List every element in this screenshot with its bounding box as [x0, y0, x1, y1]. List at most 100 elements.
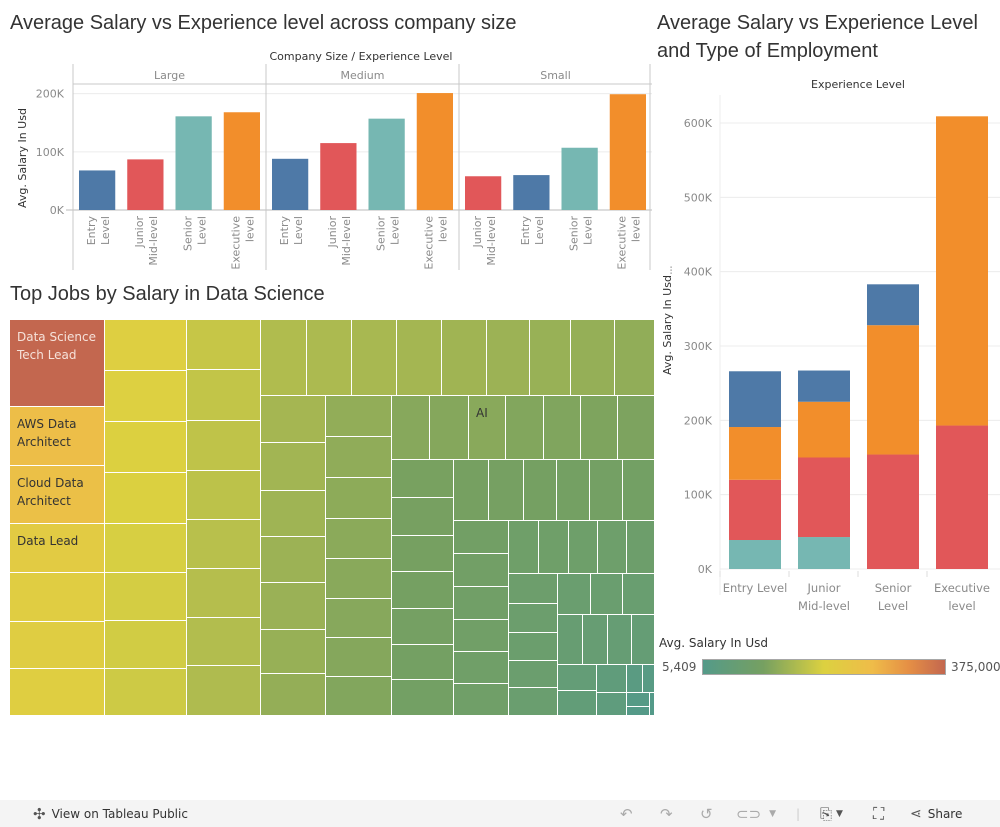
treemap-cell[interactable]: [454, 460, 489, 521]
treemap-cell[interactable]: Cloud Data Architect: [10, 466, 105, 524]
treemap-cell[interactable]: [187, 666, 261, 716]
treemap-cell[interactable]: [392, 572, 454, 609]
treemap-cell[interactable]: [569, 521, 598, 574]
treemap-cell[interactable]: [392, 680, 454, 716]
treemap-cell[interactable]: [581, 396, 618, 460]
revert-button[interactable]: ↺: [700, 800, 713, 827]
treemap-cell[interactable]: [509, 633, 558, 661]
download-button[interactable]: ⎘ ▼: [820, 800, 843, 827]
treemap-cell[interactable]: [627, 707, 650, 716]
treemap-cell[interactable]: [105, 573, 187, 621]
treemap-cell[interactable]: AI: [469, 396, 506, 460]
treemap-cell[interactable]: [326, 396, 392, 437]
treemap-cell[interactable]: [261, 630, 326, 674]
treemap-cell[interactable]: [623, 574, 655, 615]
treemap-cell[interactable]: [105, 473, 187, 524]
treemap-cell[interactable]: [583, 615, 608, 665]
treemap-cell[interactable]: [618, 396, 655, 460]
treemap-cell[interactable]: [105, 669, 187, 716]
refresh-button[interactable]: ⊂⊃ ▼: [736, 800, 776, 827]
treemap-cell[interactable]: [187, 618, 261, 666]
treemap-cell[interactable]: [187, 320, 261, 370]
treemap-cell[interactable]: [187, 370, 261, 421]
treemap-cell[interactable]: [105, 621, 187, 669]
treemap-cell[interactable]: [590, 460, 623, 521]
treemap-cell[interactable]: [623, 460, 655, 521]
treemap-cell[interactable]: [509, 521, 539, 574]
treemap-cell[interactable]: [326, 559, 392, 599]
treemap-cell[interactable]: [487, 320, 530, 396]
treemap-cell[interactable]: [608, 615, 632, 665]
treemap-cell[interactable]: [442, 320, 487, 396]
treemap-cell[interactable]: [598, 521, 627, 574]
treemap-cell[interactable]: [530, 320, 571, 396]
treemap-cell[interactable]: [597, 665, 627, 693]
share-button[interactable]: ⋖ Share: [910, 800, 962, 827]
treemap-cell[interactable]: [627, 521, 655, 574]
treemap-cell[interactable]: [392, 536, 454, 572]
treemap-cell[interactable]: [10, 573, 105, 622]
redo-button[interactable]: ↷: [660, 800, 673, 827]
treemap-cell[interactable]: [392, 498, 454, 536]
treemap-cell[interactable]: [105, 524, 187, 573]
treemap-cell[interactable]: [544, 396, 581, 460]
treemap-cell[interactable]: [261, 443, 326, 491]
treemap-cell[interactable]: [454, 684, 509, 716]
treemap-cell[interactable]: [509, 688, 558, 716]
treemap-cell[interactable]: [187, 520, 261, 569]
treemap-cell[interactable]: [392, 396, 430, 460]
treemap-cell[interactable]: [454, 652, 509, 684]
undo-button[interactable]: ↶: [620, 800, 633, 827]
treemap-cell[interactable]: [261, 674, 326, 716]
treemap-cell[interactable]: [454, 554, 509, 587]
treemap-cell[interactable]: [489, 460, 524, 521]
treemap-cell[interactable]: AWS Data Architect: [10, 407, 105, 466]
treemap-cell[interactable]: [454, 587, 509, 620]
treemap-cell[interactable]: [430, 396, 469, 460]
treemap-cell[interactable]: [558, 665, 597, 691]
treemap-cell[interactable]: [615, 320, 655, 396]
fullscreen-button[interactable]: ⛶: [873, 800, 884, 827]
treemap-cell[interactable]: [524, 460, 557, 521]
treemap-cell[interactable]: [105, 320, 187, 371]
treemap-cell[interactable]: [392, 460, 454, 498]
treemap-cell[interactable]: [571, 320, 615, 396]
treemap-cell[interactable]: [261, 537, 326, 583]
treemap-cell[interactable]: [558, 691, 597, 716]
treemap-cell[interactable]: [539, 521, 569, 574]
treemap-cell[interactable]: [326, 478, 392, 519]
treemap-cell[interactable]: [187, 421, 261, 471]
treemap-cell[interactable]: [632, 615, 655, 665]
view-on-tableau-link[interactable]: ✣ View on Tableau Public: [33, 800, 188, 827]
treemap-cell[interactable]: [392, 609, 454, 645]
treemap-cell[interactable]: [261, 320, 307, 396]
treemap-cell[interactable]: Data Lead: [10, 524, 105, 573]
treemap-cell[interactable]: [558, 615, 583, 665]
treemap-cell[interactable]: [627, 693, 650, 707]
treemap-cell[interactable]: [187, 471, 261, 520]
treemap-cell[interactable]: [597, 693, 627, 716]
treemap-cell[interactable]: [326, 638, 392, 677]
treemap-cell[interactable]: [650, 693, 655, 716]
treemap-cell[interactable]: [261, 396, 326, 443]
treemap-cell[interactable]: [10, 669, 105, 716]
treemap-cell[interactable]: [326, 519, 392, 559]
treemap-cell[interactable]: [392, 645, 454, 680]
treemap-cell[interactable]: [509, 661, 558, 688]
treemap-cell[interactable]: [326, 599, 392, 638]
treemap-cell[interactable]: [509, 574, 558, 604]
treemap-cell[interactable]: [643, 665, 655, 693]
treemap-cell[interactable]: [105, 422, 187, 473]
treemap-cell[interactable]: [557, 460, 590, 521]
treemap-cell[interactable]: [454, 620, 509, 652]
treemap-cell[interactable]: [397, 320, 442, 396]
treemap-cell[interactable]: [326, 437, 392, 478]
treemap-cell[interactable]: [105, 371, 187, 422]
treemap-cell[interactable]: [558, 574, 591, 615]
treemap-cell[interactable]: [627, 665, 643, 693]
treemap-cell[interactable]: Data Science Tech Lead: [10, 320, 105, 407]
treemap-cell[interactable]: [509, 604, 558, 633]
treemap-cell[interactable]: [326, 677, 392, 716]
treemap-cell[interactable]: [454, 521, 509, 554]
treemap-cell[interactable]: [261, 491, 326, 537]
